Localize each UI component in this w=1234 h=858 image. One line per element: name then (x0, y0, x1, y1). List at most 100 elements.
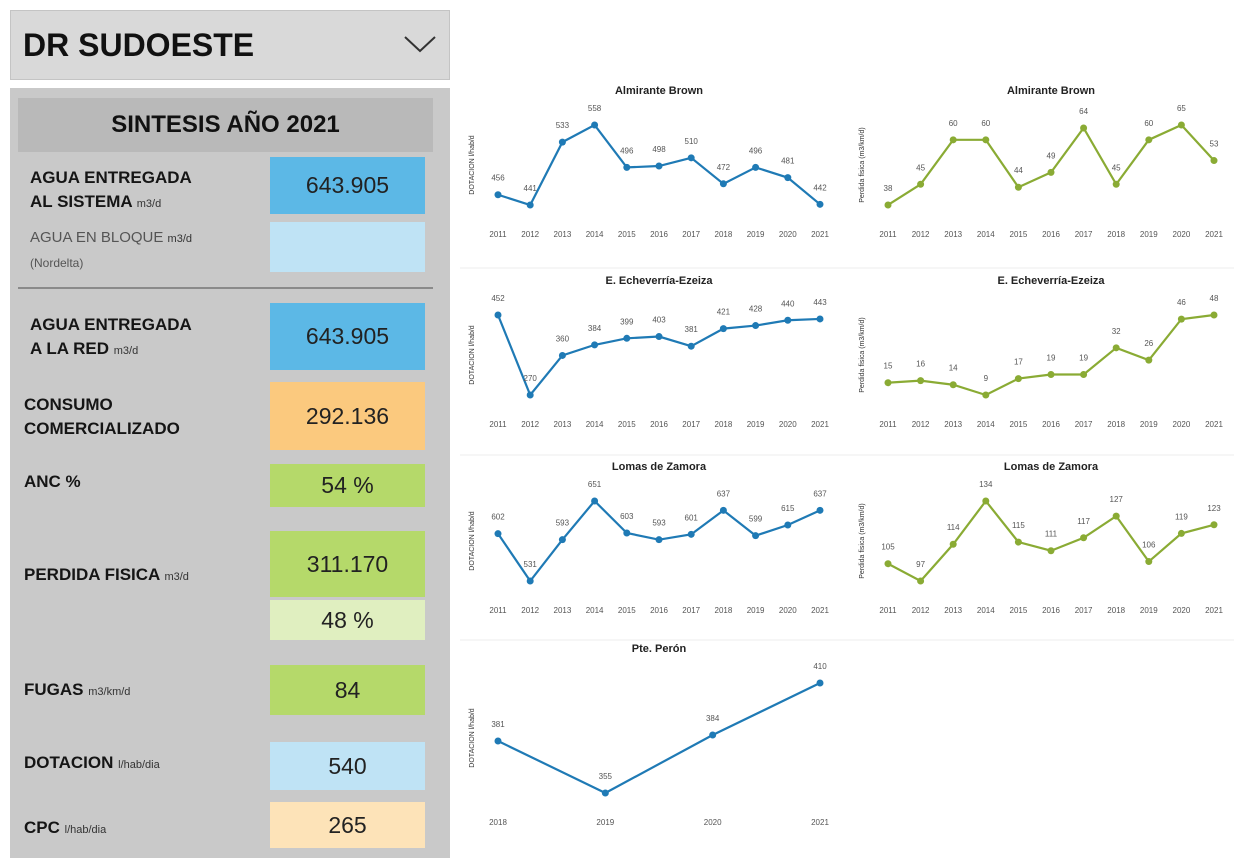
x-tick-label: 2020 (704, 818, 722, 827)
data-label: 38 (884, 184, 893, 193)
x-tick-label: 2016 (1042, 606, 1060, 615)
data-label: 472 (717, 163, 731, 172)
x-tick-label: 2020 (1173, 230, 1191, 239)
y-axis-label: DOTACION l/hab/d (469, 708, 476, 767)
row-label: ANC % (24, 472, 81, 491)
data-point (1145, 136, 1153, 144)
data-label: 65 (1177, 104, 1186, 113)
unit: m3/km/d (88, 686, 131, 698)
data-point (687, 530, 695, 538)
data-point (784, 521, 792, 529)
x-tick-label: 2015 (618, 606, 636, 615)
data-point (526, 391, 534, 399)
data-label: 428 (749, 305, 763, 314)
row-label: CONSUMO COMERCIALIZADO (24, 393, 180, 441)
label-line: DOTACION (24, 753, 114, 772)
data-label: 16 (916, 360, 925, 369)
data-point (1047, 370, 1055, 378)
data-point (752, 322, 760, 330)
x-tick-label: 2014 (977, 230, 995, 239)
data-point (982, 136, 990, 144)
value-box: 48 % (270, 600, 425, 640)
data-label: 127 (1110, 495, 1124, 504)
data-point (623, 334, 631, 342)
summary-title: SINTESIS AÑO 2021 (18, 98, 433, 152)
y-axis-label: DOTACION l/hab/d (469, 135, 476, 194)
y-axis-label: DOTACION l/hab/d (469, 325, 476, 384)
y-axis-label: Perdida fisica (m3/km/d) (859, 503, 866, 578)
data-label: 637 (717, 489, 731, 498)
x-tick-label: 2013 (554, 606, 572, 615)
label-line: FUGAS (24, 680, 84, 699)
x-tick-label: 2020 (1173, 420, 1191, 429)
data-label: 452 (491, 294, 505, 303)
data-point (917, 180, 925, 188)
data-label: 441 (524, 184, 538, 193)
region-dropdown[interactable]: DR SUDOESTE (10, 10, 450, 80)
data-point (1014, 375, 1022, 383)
data-point (655, 162, 663, 170)
data-label: 410 (813, 662, 827, 671)
label-line: COMERCIALIZADO (24, 419, 180, 438)
x-tick-label: 2021 (811, 230, 829, 239)
data-label: 46 (1177, 298, 1186, 307)
data-point (1112, 512, 1120, 520)
label-line: A LA RED (30, 339, 110, 358)
series-line (887, 123, 1215, 206)
data-point (1145, 356, 1153, 364)
data-point (1145, 558, 1153, 566)
data-label: 32 (1112, 327, 1121, 336)
x-tick-label: 2021 (811, 606, 829, 615)
x-tick-label: 2018 (1107, 606, 1125, 615)
value-box: 311.170 (270, 531, 425, 597)
data-label: 64 (1079, 107, 1088, 116)
data-point (719, 325, 727, 333)
data-point (816, 200, 824, 208)
x-tick-label: 2013 (944, 230, 962, 239)
label-line: AGUA ENTREGADA (30, 168, 192, 187)
x-tick-label: 2017 (682, 606, 700, 615)
chart-title: E. Echeverría-Ezeiza (997, 275, 1105, 287)
value-box: 54 % (270, 464, 425, 507)
data-label: 481 (781, 157, 795, 166)
x-tick-label: 2013 (944, 420, 962, 429)
unit: m3/d (167, 233, 193, 245)
charts-area: Almirante Brown DOTACION l/hab/d 2011 2012 2… (460, 85, 1234, 827)
divider (18, 287, 433, 289)
data-label: 599 (749, 515, 763, 524)
data-label: 498 (652, 145, 666, 154)
data-point (1014, 183, 1022, 191)
data-point (1047, 547, 1055, 555)
label-line: AL SISTEMA (30, 192, 133, 211)
row-label: PERDIDA FISICA m3/d (24, 563, 189, 589)
data-point (1210, 157, 1218, 165)
data-point (623, 163, 631, 171)
data-label: 44 (1014, 166, 1023, 175)
data-label: 496 (620, 146, 634, 155)
x-tick-label: 2011 (489, 606, 507, 615)
unit: l/hab/dia (64, 824, 107, 836)
data-label: 381 (685, 325, 699, 334)
data-point (1177, 315, 1185, 323)
x-tick-label: 2016 (1042, 420, 1060, 429)
line-chart: E. Echeverría-Ezeiza DOTACION l/hab/d 2011… (469, 275, 829, 429)
data-label: 456 (491, 174, 505, 183)
data-point (752, 163, 760, 171)
data-label: 360 (556, 334, 570, 343)
data-point (884, 201, 892, 209)
x-tick-label: 2012 (521, 230, 539, 239)
value-box: 292.136 (270, 382, 425, 450)
data-point (982, 497, 990, 505)
data-label: 114 (947, 523, 960, 532)
data-label: 602 (491, 513, 505, 522)
data-point (1080, 534, 1088, 542)
x-tick-label: 2011 (879, 420, 897, 429)
data-point (494, 737, 502, 745)
data-label: 53 (1210, 140, 1219, 149)
row-label: AGUA ENTREGADA A LA RED m3/d (30, 313, 192, 363)
x-tick-label: 2015 (1010, 230, 1028, 239)
x-tick-label: 2019 (747, 606, 765, 615)
data-point (601, 789, 609, 797)
data-point (558, 351, 566, 359)
row-label: AGUA ENTREGADA AL SISTEMA m3/d (30, 166, 192, 216)
